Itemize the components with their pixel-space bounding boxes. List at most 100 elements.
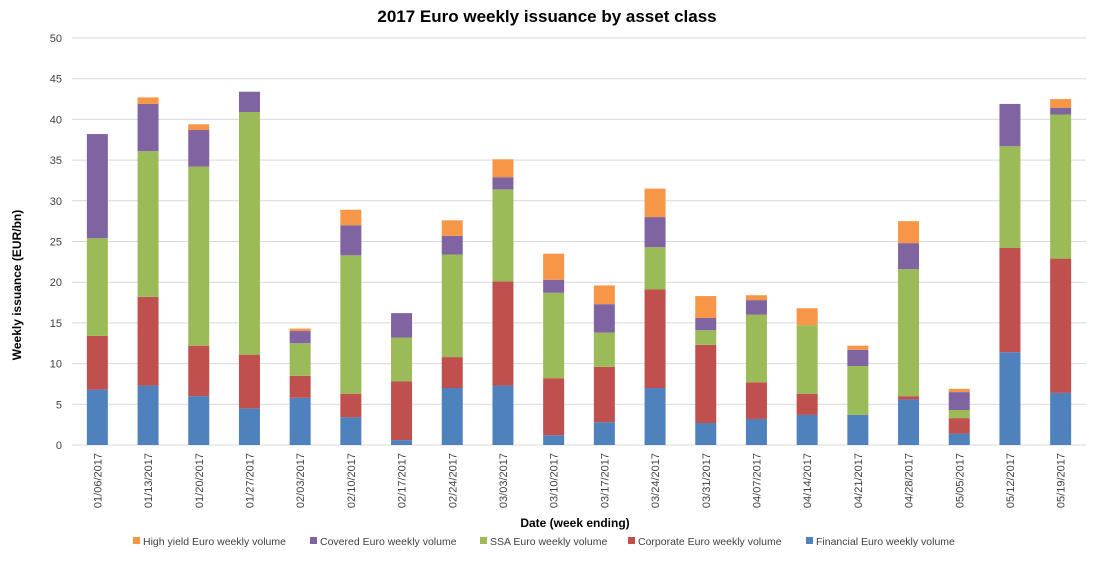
- bar-segment: [898, 221, 920, 244]
- bar-segment: [86, 238, 108, 336]
- bar-segment: [238, 408, 260, 445]
- bar-segment: [1050, 258, 1072, 393]
- bar-segment: [644, 388, 666, 445]
- bar-segment: [1050, 114, 1072, 259]
- bar-segment: [999, 103, 1021, 147]
- x-tick-label: 05/05/2017: [954, 453, 966, 508]
- x-tick-label: 01/20/2017: [194, 453, 206, 508]
- x-axis-title: Date (week ending): [520, 516, 629, 530]
- bar-segment: [340, 255, 362, 394]
- bar-segment: [86, 134, 108, 239]
- y-tick-label: 50: [50, 33, 62, 45]
- bar-segment: [847, 345, 869, 350]
- bar-segment: [441, 254, 463, 358]
- bar-segment: [745, 314, 767, 383]
- bar-segment: [695, 318, 717, 331]
- y-tick-label: 30: [50, 196, 62, 208]
- legend: High yield Euro weekly volume Covered Eur…: [133, 536, 955, 548]
- bar-segment: [847, 414, 869, 445]
- x-tick-labels: 01/06/2017 01/13/2017 01/20/2017 01/27/2017…: [92, 453, 1067, 508]
- bar-segment: [340, 417, 362, 445]
- bar-segment: [137, 103, 159, 152]
- bar-segment: [86, 335, 108, 390]
- bar-segment: [898, 269, 920, 397]
- bar-segment: [289, 343, 311, 376]
- bar-segment: [543, 378, 565, 436]
- bar-segment: [543, 253, 565, 280]
- bar-segment: [948, 409, 970, 419]
- bar-segment: [999, 352, 1021, 445]
- bar-segment: [137, 97, 159, 104]
- bar-segment: [543, 292, 565, 379]
- bar-segment: [188, 129, 210, 167]
- bar-segment: [1050, 392, 1072, 445]
- gridlines: [72, 37, 1086, 446]
- y-tick-label: 35: [50, 155, 62, 167]
- x-tick-label: 02/24/2017: [447, 453, 459, 508]
- bar-segment: [948, 433, 970, 445]
- y-axis-title: Weekly issuance (EUR/bn): [10, 210, 24, 361]
- legend-swatch: [806, 537, 813, 544]
- bar-segment: [1050, 99, 1072, 109]
- bar-segment: [188, 396, 210, 445]
- y-tick-label: 40: [50, 114, 62, 126]
- bar-segment: [340, 225, 362, 256]
- bar-segment: [644, 188, 666, 218]
- x-tick-label: 04/14/2017: [802, 453, 814, 508]
- x-tick-label: 01/06/2017: [92, 453, 104, 508]
- bar-segment: [644, 289, 666, 389]
- legend-label: SSA Euro weekly volume: [490, 536, 607, 548]
- bar-segment: [289, 328, 311, 332]
- x-tick-label: 04/07/2017: [751, 453, 763, 508]
- bar-segment: [492, 281, 514, 386]
- bar-segment: [137, 296, 159, 386]
- bar-segment: [492, 177, 514, 190]
- x-tick-label: 03/31/2017: [701, 453, 713, 508]
- bar-segment: [796, 414, 818, 445]
- bar-segment: [898, 243, 920, 270]
- bar-segment: [745, 418, 767, 445]
- x-tick-label: 03/03/2017: [498, 453, 510, 508]
- y-tick-label: 5: [56, 399, 62, 411]
- bar-segment: [441, 388, 463, 445]
- y-tick-label: 45: [50, 74, 62, 86]
- bar-segment: [441, 357, 463, 389]
- y-tick-label: 20: [50, 277, 62, 289]
- bar-segment: [391, 381, 413, 441]
- bar-segment: [695, 330, 717, 345]
- bar-segment: [391, 337, 413, 382]
- bar-segment: [948, 388, 970, 393]
- bar-segment: [695, 296, 717, 319]
- bar-segment: [593, 422, 615, 445]
- x-tick-label: 04/28/2017: [904, 453, 916, 508]
- bar-segment: [238, 91, 260, 113]
- bar-segment: [847, 366, 869, 415]
- bar-segment: [644, 247, 666, 290]
- x-tick-label: 01/13/2017: [143, 453, 155, 508]
- bar-segment: [543, 435, 565, 445]
- bar-segment: [796, 325, 818, 394]
- y-tick-label: 10: [50, 359, 62, 371]
- bar-segment: [188, 124, 210, 130]
- bar-segment: [289, 331, 311, 344]
- legend-swatch: [628, 537, 635, 544]
- y-tick-label: 25: [50, 237, 62, 249]
- bar-segment: [593, 285, 615, 305]
- x-tick-label: 01/27/2017: [244, 453, 256, 508]
- bar-segment: [999, 248, 1021, 353]
- x-tick-label: 02/10/2017: [346, 453, 358, 508]
- bar-segment: [745, 300, 767, 315]
- x-tick-label: 03/17/2017: [599, 453, 611, 508]
- bar-segment: [695, 423, 717, 445]
- bar-segment: [289, 375, 311, 398]
- bar-segment: [137, 385, 159, 445]
- bar-segment: [593, 304, 615, 333]
- bar-segment: [441, 220, 463, 236]
- y-tick-labels: 0 5 10 15 20 25 30 35 40 45 50: [50, 33, 62, 452]
- bar-segment: [188, 166, 210, 346]
- legend-swatch: [480, 537, 487, 544]
- bar-segment: [644, 217, 666, 248]
- bar-segment: [593, 366, 615, 423]
